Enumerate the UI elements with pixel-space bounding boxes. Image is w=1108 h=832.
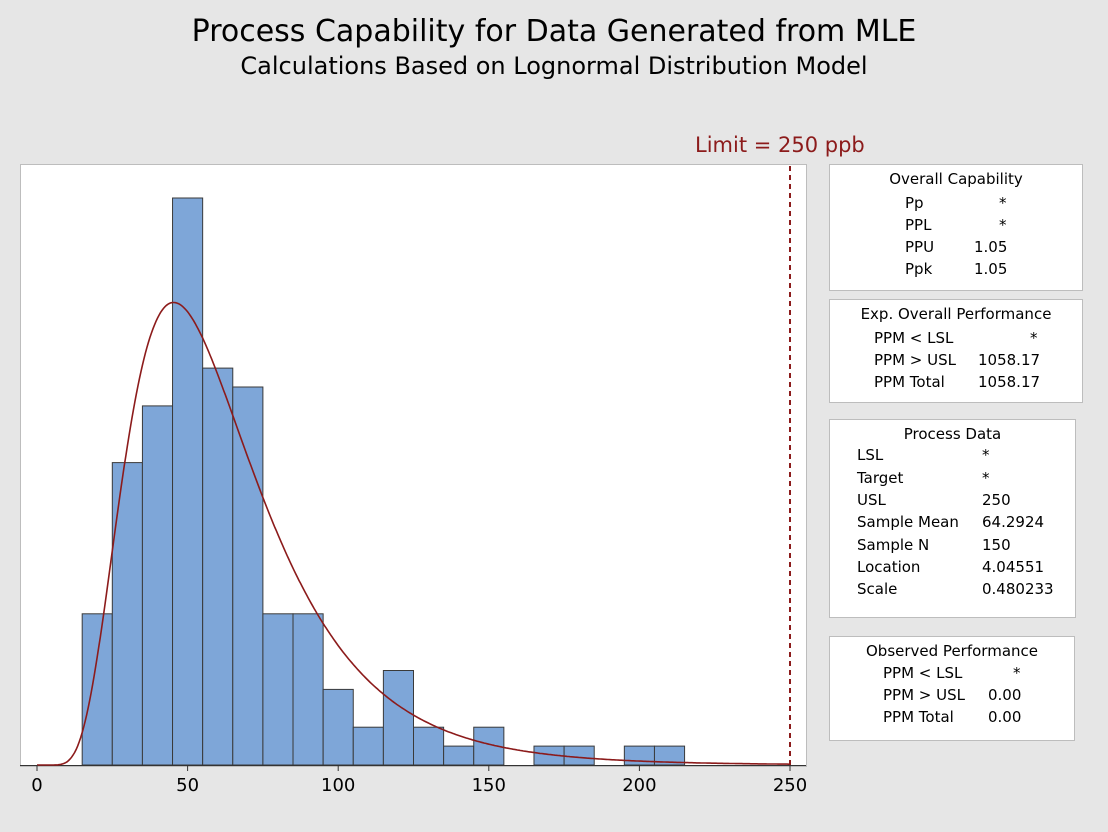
histogram-bar bbox=[141, 405, 174, 766]
histogram-bar bbox=[563, 745, 595, 766]
row-label: Scale bbox=[857, 580, 898, 598]
row-label: PPM Total bbox=[883, 708, 954, 726]
row-label: Location bbox=[857, 558, 921, 576]
histogram-bar bbox=[262, 613, 294, 766]
observed-performance-panel: Observed Performance PPM < LSL * PPM > US… bbox=[829, 636, 1075, 741]
overall-capability-panel: Overall Capability Pp * PPL * PPU 1.05 Ppk 1… bbox=[829, 164, 1083, 291]
histogram-bar bbox=[413, 726, 445, 766]
x-tick-label: 100 bbox=[321, 775, 355, 796]
row-value: 1058.17 bbox=[978, 351, 1041, 369]
row-value: * bbox=[999, 194, 1007, 212]
row-label: Target bbox=[857, 469, 904, 487]
histogram-bar bbox=[382, 670, 415, 766]
histogram-bar bbox=[292, 613, 324, 766]
row-value: 64.2924 bbox=[982, 513, 1045, 531]
row-label: PPM > USL bbox=[883, 686, 965, 704]
row-value: 0.480233 bbox=[982, 580, 1054, 598]
expected-performance-panel: Exp. Overall Performance PPM < LSL * PPM … bbox=[829, 299, 1083, 403]
row-label: USL bbox=[857, 491, 886, 509]
histogram-bar bbox=[172, 197, 204, 766]
expected-performance-header: Exp. Overall Performance bbox=[860, 305, 1052, 323]
x-tick-label: 150 bbox=[472, 775, 506, 796]
histogram-bar bbox=[352, 726, 384, 766]
histogram-bar bbox=[322, 688, 354, 766]
row-value: 4.04551 bbox=[982, 558, 1045, 576]
row-value: 0.00 bbox=[988, 686, 1022, 704]
chart-title: Process Capability for Data Generated fr… bbox=[191, 14, 917, 49]
row-value: 1058.17 bbox=[978, 373, 1041, 391]
row-label: LSL bbox=[857, 446, 884, 464]
row-label: Pp bbox=[905, 194, 924, 212]
row-label: Ppk bbox=[905, 260, 933, 278]
row-value: 250 bbox=[982, 491, 1011, 509]
row-label: PPM > USL bbox=[874, 351, 956, 369]
row-label: PPL bbox=[905, 216, 932, 234]
row-value: 1.05 bbox=[974, 238, 1008, 256]
row-label: PPM < LSL bbox=[874, 329, 954, 347]
histogram-bar bbox=[111, 462, 143, 766]
row-value: 0.00 bbox=[988, 708, 1022, 726]
chart-subtitle: Calculations Based on Lognormal Distribu… bbox=[240, 52, 868, 80]
limit-label: Limit = 250 ppb bbox=[695, 133, 865, 157]
process-data-header: Process Data bbox=[903, 425, 1002, 443]
row-label: PPU bbox=[905, 238, 935, 256]
histogram-bar bbox=[232, 386, 264, 766]
histogram-bar bbox=[443, 745, 475, 766]
row-label: Sample N bbox=[857, 536, 930, 554]
process-data-panel: Process Data LSL * Target * USL 250 Sample … bbox=[829, 419, 1076, 618]
row-value: * bbox=[982, 446, 990, 464]
row-value: 1.05 bbox=[974, 260, 1008, 278]
histogram-bar bbox=[202, 367, 234, 766]
row-value: * bbox=[982, 469, 990, 487]
row-value: * bbox=[1030, 329, 1038, 347]
row-value: * bbox=[1013, 664, 1021, 682]
row-label: PPM Total bbox=[874, 373, 945, 391]
overall-capability-header: Overall Capability bbox=[889, 170, 1023, 188]
x-tick-label: 0 bbox=[31, 775, 42, 796]
histogram-bar bbox=[81, 613, 113, 766]
observed-performance-header: Observed Performance bbox=[866, 642, 1038, 660]
lognormal-fit-curve bbox=[37, 301, 790, 766]
row-label: PPM < LSL bbox=[883, 664, 963, 682]
row-label: Sample Mean bbox=[857, 513, 959, 531]
x-tick-label: 250 bbox=[773, 775, 807, 796]
x-tick-label: 200 bbox=[622, 775, 656, 796]
row-value: 150 bbox=[982, 536, 1011, 554]
row-value: * bbox=[999, 216, 1007, 234]
x-tick-label: 50 bbox=[176, 775, 199, 796]
